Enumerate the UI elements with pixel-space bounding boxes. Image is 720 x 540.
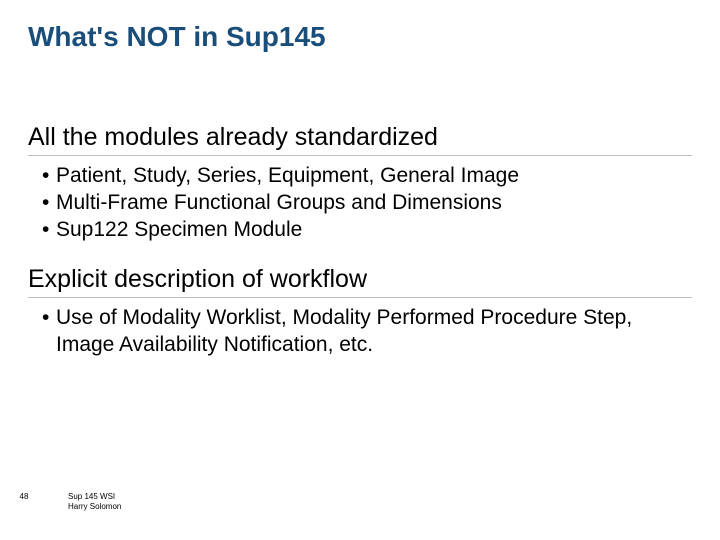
slide-title: What's NOT in Sup145: [28, 20, 692, 54]
bullet-item: • Sup122 Specimen Module: [42, 216, 692, 243]
bullet-item: • Patient, Study, Series, Equipment, Gen…: [42, 162, 692, 189]
section-2-heading: Explicit description of workflow: [28, 264, 692, 298]
section-2-bullets: • Use of Modality Worklist, Modality Per…: [42, 304, 692, 359]
bullet-dot: •: [42, 216, 56, 243]
bullet-item: • Use of Modality Worklist, Modality Per…: [42, 304, 692, 359]
footer-line-1: Sup 145 WSI: [68, 492, 121, 502]
slide: What's NOT in Sup145 All the modules alr…: [0, 0, 720, 540]
bullet-dot: •: [42, 189, 56, 216]
slide-footer: 48 Sup 145 WSI Harry Solomon: [0, 492, 121, 512]
section-1-bullets: • Patient, Study, Series, Equipment, Gen…: [42, 162, 692, 244]
section-2: Explicit description of workflow • Use o…: [28, 264, 692, 359]
section-1-heading: All the modules already standardized: [28, 122, 692, 156]
page-number: 48: [0, 492, 48, 501]
bullet-text: Use of Modality Worklist, Modality Perfo…: [56, 304, 692, 359]
bullet-text: Multi-Frame Functional Groups and Dimens…: [56, 189, 692, 216]
bullet-text: Sup122 Specimen Module: [56, 216, 692, 243]
bullet-dot: •: [42, 304, 56, 359]
bullet-item: • Multi-Frame Functional Groups and Dime…: [42, 189, 692, 216]
bullet-dot: •: [42, 162, 56, 189]
bullet-text: Patient, Study, Series, Equipment, Gener…: [56, 162, 692, 189]
footer-line-2: Harry Solomon: [68, 502, 121, 512]
footer-text: Sup 145 WSI Harry Solomon: [68, 492, 121, 512]
section-1: All the modules already standardized • P…: [28, 122, 692, 244]
